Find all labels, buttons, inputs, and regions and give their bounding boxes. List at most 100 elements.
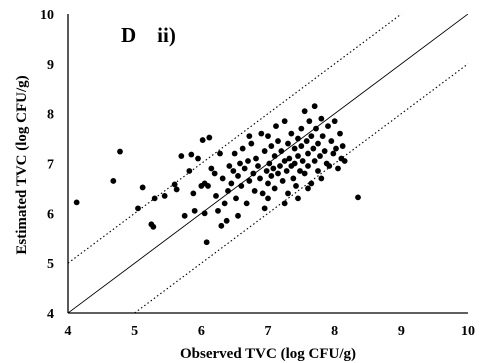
data-point: [213, 192, 219, 199]
data-point: [331, 118, 338, 125]
data-point: [326, 163, 333, 169]
data-point: [255, 163, 261, 169]
data-point: [188, 151, 195, 158]
data-point: [279, 178, 286, 184]
data-point: [241, 165, 248, 172]
data-point: [259, 190, 266, 197]
data-point: [203, 239, 210, 246]
data-point: [295, 195, 301, 202]
x-tick-labels: 4 5 6 7 8 9 10: [65, 324, 476, 339]
data-point: [341, 158, 348, 164]
data-point: [265, 180, 271, 187]
data-point: [306, 118, 313, 125]
data-point: [201, 210, 208, 217]
y-tick-labels: 4 5 6 7 8 9 10: [40, 8, 54, 322]
data-point: [317, 153, 323, 159]
data-point: [261, 205, 268, 212]
x-tick-label: 4: [65, 324, 72, 339]
data-point: [246, 178, 253, 184]
x-tick-label: 10: [461, 324, 475, 339]
data-point: [288, 130, 295, 137]
data-point: [251, 188, 258, 194]
data-point: [293, 183, 299, 189]
data-point: [325, 123, 331, 130]
data-point: [281, 158, 288, 164]
y-tick-label: 6: [47, 207, 54, 222]
data-point: [268, 173, 275, 179]
data-point: [265, 195, 271, 202]
data-point: [225, 188, 231, 194]
data-point: [295, 135, 301, 142]
data-point: [299, 158, 306, 164]
data-point: [238, 183, 245, 189]
data-point: [231, 150, 238, 157]
line-upper-bound: [68, 14, 402, 264]
data-point: [273, 123, 279, 130]
data-point: [301, 170, 308, 177]
data-point: [321, 148, 328, 154]
data-point: [281, 200, 288, 207]
data-point: [250, 170, 257, 177]
data-point: [303, 138, 310, 144]
data-points: [73, 103, 361, 246]
data-point: [217, 150, 223, 157]
data-point: [261, 148, 268, 154]
data-point: [271, 153, 278, 159]
data-point: [265, 133, 271, 139]
data-point: [318, 175, 325, 182]
data-point: [171, 181, 178, 188]
data-point: [298, 143, 305, 149]
data-point: [195, 155, 201, 162]
data-point: [271, 185, 278, 192]
data-point: [297, 168, 303, 174]
data-point: [253, 155, 259, 162]
data-point: [298, 125, 305, 132]
data-point: [283, 168, 290, 174]
data-point: [245, 158, 251, 164]
data-point: [308, 180, 315, 187]
x-tick-label: 8: [331, 324, 338, 339]
data-point: [139, 184, 146, 191]
data-point: [206, 134, 213, 141]
data-point: [73, 199, 80, 206]
data-point: [257, 175, 263, 182]
data-point: [291, 160, 298, 167]
data-point: [248, 140, 255, 147]
data-point: [291, 145, 298, 152]
data-point: [311, 158, 318, 164]
data-point: [151, 195, 158, 202]
data-point: [319, 133, 326, 139]
data-point: [335, 165, 341, 172]
data-point: [270, 165, 277, 172]
data-point: [305, 185, 311, 192]
data-point: [285, 190, 291, 197]
data-point: [313, 125, 319, 132]
data-point: [286, 155, 293, 162]
data-point: [328, 138, 335, 144]
data-point: [311, 103, 318, 110]
y-tick-label: 5: [47, 257, 54, 272]
y-tick-label: 9: [47, 58, 54, 73]
data-point: [305, 163, 311, 169]
data-point: [190, 190, 197, 197]
data-point: [310, 145, 317, 152]
data-point: [301, 108, 308, 115]
data-point: [275, 138, 281, 144]
data-point: [315, 140, 321, 147]
data-point: [110, 178, 117, 184]
data-point: [191, 207, 198, 214]
data-point: [339, 143, 346, 149]
data-point: [199, 137, 206, 143]
data-point: [295, 153, 301, 159]
data-point: [208, 165, 215, 172]
x-tick-label: 5: [131, 324, 138, 339]
y-tick-label: 7: [47, 158, 54, 173]
data-point: [268, 143, 275, 149]
data-point: [228, 180, 235, 187]
data-point: [219, 175, 226, 182]
data-point: [281, 118, 288, 125]
data-point: [333, 145, 339, 152]
data-point: [173, 186, 180, 193]
x-axis-title: Observed TVC (log CFU/g): [180, 346, 356, 362]
data-point: [285, 140, 291, 147]
